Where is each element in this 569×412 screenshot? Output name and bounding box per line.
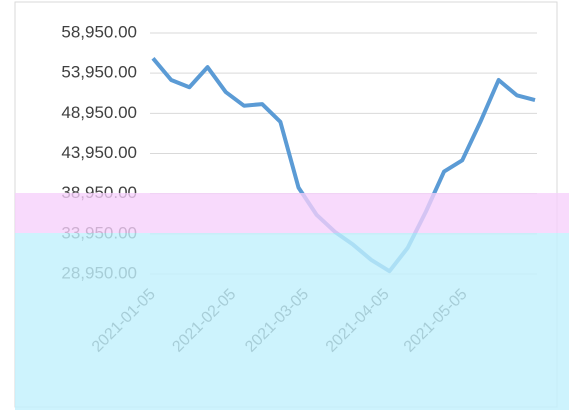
pink-overlay <box>15 193 569 233</box>
y-tick-label: 53,950.00 <box>61 63 137 82</box>
y-tick-label: 58,950.00 <box>61 22 137 41</box>
y-tick-label: 48,950.00 <box>61 103 137 122</box>
y-tick-label: 43,950.00 <box>61 143 137 162</box>
cyan-overlay <box>15 233 569 410</box>
